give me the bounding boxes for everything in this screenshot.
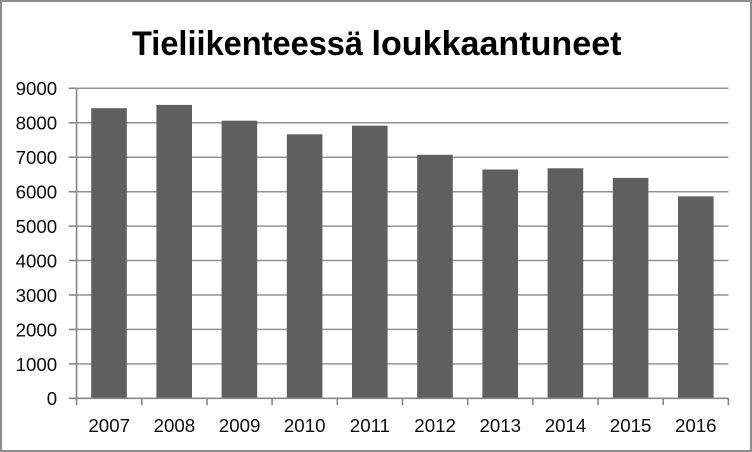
svg-text:2015: 2015	[610, 415, 652, 436]
svg-text:3000: 3000	[16, 285, 58, 306]
svg-text:2014: 2014	[545, 415, 587, 436]
svg-text:2009: 2009	[219, 415, 261, 436]
svg-text:2011: 2011	[350, 415, 390, 436]
svg-text:1000: 1000	[16, 354, 58, 375]
svg-text:6000: 6000	[16, 182, 58, 203]
svg-text:8000: 8000	[16, 113, 58, 134]
svg-text:2008: 2008	[154, 415, 196, 436]
svg-text:loukkaantuneet: loukkaantuneet	[372, 25, 622, 63]
svg-text:9000: 9000	[16, 78, 58, 99]
svg-text:0: 0	[47, 388, 57, 409]
svg-text:7000: 7000	[16, 147, 58, 168]
svg-text:2010: 2010	[284, 415, 326, 436]
svg-text:2013: 2013	[480, 415, 522, 436]
svg-text:2007: 2007	[88, 415, 130, 436]
svg-text:4000: 4000	[16, 250, 58, 271]
svg-text:5000: 5000	[16, 216, 58, 237]
svg-text:Tieliikenteessä: Tieliikenteessä	[132, 25, 363, 63]
svg-text:2000: 2000	[16, 319, 58, 340]
svg-text:2012: 2012	[414, 415, 456, 436]
svg-text:2016: 2016	[675, 415, 717, 436]
